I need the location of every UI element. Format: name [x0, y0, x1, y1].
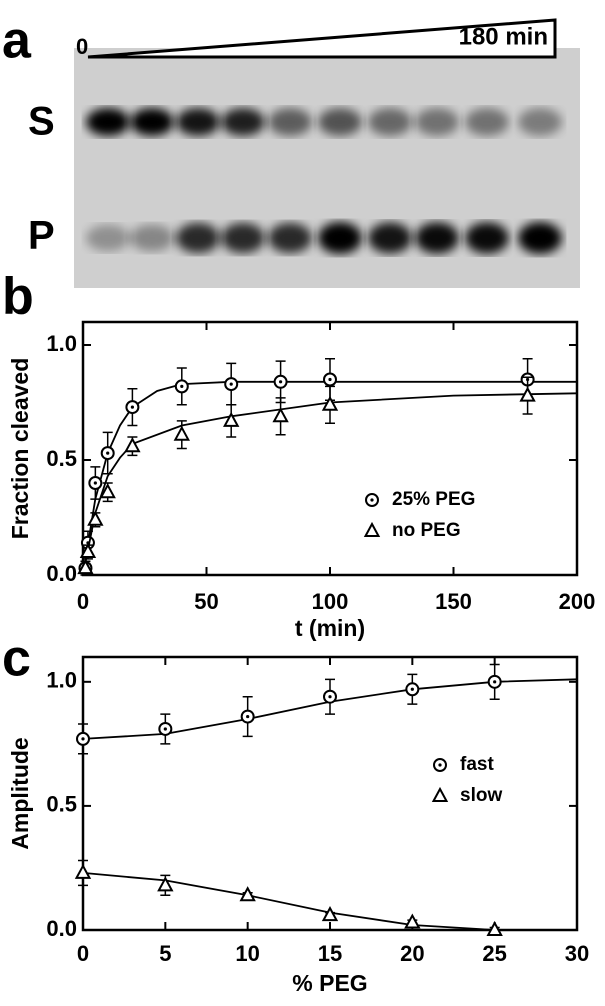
band [518, 222, 562, 254]
chart: b Fraction cleaved t (min) 0 50 100 150 200 0.0 0… [2, 268, 595, 641]
band-label: S [28, 100, 55, 144]
x-tick-label: 10 [235, 941, 259, 966]
band [268, 222, 312, 254]
marker-dot [229, 382, 233, 386]
gel: a 0 180 min S P [2, 12, 580, 288]
y-tick-label: 0.0 [46, 916, 77, 941]
y-axis-title: Amplitude [7, 737, 33, 849]
legend-label: 25% PEG [392, 489, 475, 510]
band [465, 108, 509, 136]
marker [519, 386, 536, 402]
band-label: P [28, 214, 55, 258]
end-label: 180 min [459, 23, 548, 50]
x-axis-title: % PEG [292, 970, 367, 996]
fit-line [82, 872, 495, 931]
band [415, 108, 459, 136]
band [318, 108, 362, 136]
x-tick-label: 200 [559, 589, 596, 614]
band [221, 108, 265, 136]
x-tick-label: 0 [77, 589, 89, 614]
y-tick-label: 0.5 [46, 446, 77, 471]
marker-dot [246, 714, 250, 719]
fit-line [82, 392, 578, 576]
plot-frame [81, 655, 579, 932]
panel-letter: b [2, 268, 34, 326]
band [368, 108, 412, 136]
marker-dot [410, 687, 414, 691]
x-tick-label: 100 [312, 589, 349, 614]
band [415, 222, 459, 254]
wedge [87, 18, 557, 59]
band [86, 224, 130, 252]
band [130, 108, 174, 136]
band [465, 222, 509, 254]
chart: c Amplitude % PEG 0 5 10 15 20 25 30 0.0 0.5 1.0 fast… [2, 630, 589, 996]
marker [321, 906, 339, 922]
plot-frame [81, 320, 579, 577]
marker [173, 425, 190, 441]
legend-label: no PEG [392, 520, 461, 541]
marker [321, 395, 339, 411]
y-tick-label: 0.0 [46, 561, 77, 586]
marker [87, 510, 104, 526]
marker-dot [279, 380, 283, 384]
marker-dot [180, 384, 184, 388]
marker-dot [493, 680, 497, 684]
x-tick-label: 25 [482, 941, 506, 966]
x-tick-label: 150 [435, 589, 472, 614]
marker [79, 542, 97, 558]
panel-letter: c [2, 630, 31, 688]
marker [223, 411, 240, 427]
gel-background [74, 48, 580, 288]
marker [431, 786, 449, 802]
panel-letter: a [2, 12, 32, 70]
marker [99, 483, 116, 499]
marker [272, 407, 289, 423]
legend-label: slow [460, 785, 502, 806]
marker-dot [93, 481, 97, 485]
marker [239, 886, 256, 902]
y-tick-label: 1.0 [46, 668, 77, 693]
x-tick-label: 20 [400, 941, 424, 966]
x-axis-title: t (min) [295, 615, 365, 641]
legend-label: fast [460, 754, 494, 775]
band [130, 224, 174, 252]
marker [486, 920, 503, 936]
band [176, 222, 220, 254]
band [268, 108, 312, 136]
marker-dot [438, 763, 442, 767]
marker [363, 521, 381, 537]
marker-dot [163, 727, 167, 731]
x-tick-label: 0 [77, 941, 89, 966]
marker [77, 559, 94, 575]
band [518, 108, 562, 136]
x-tick-label: 5 [159, 941, 171, 966]
y-tick-label: 1.0 [46, 331, 77, 356]
marker [74, 863, 92, 879]
y-axis-title: Fraction cleaved [7, 358, 33, 540]
marker [157, 876, 174, 892]
x-tick-label: 15 [318, 941, 342, 966]
marker [124, 437, 141, 453]
band [318, 222, 362, 254]
marker [404, 913, 421, 929]
y-tick-label: 0.5 [46, 792, 77, 817]
band [86, 108, 130, 136]
band [221, 222, 265, 254]
marker-dot [130, 405, 134, 409]
x-tick-label: 50 [194, 589, 218, 614]
marker-dot [81, 737, 85, 741]
start-label: 0 [76, 34, 88, 59]
band [176, 108, 220, 136]
marker-dot [106, 451, 110, 455]
marker-dot [328, 377, 332, 382]
marker-dot [370, 498, 374, 502]
x-tick-label: 30 [565, 941, 589, 966]
band [368, 222, 412, 254]
marker-dot [328, 695, 332, 699]
